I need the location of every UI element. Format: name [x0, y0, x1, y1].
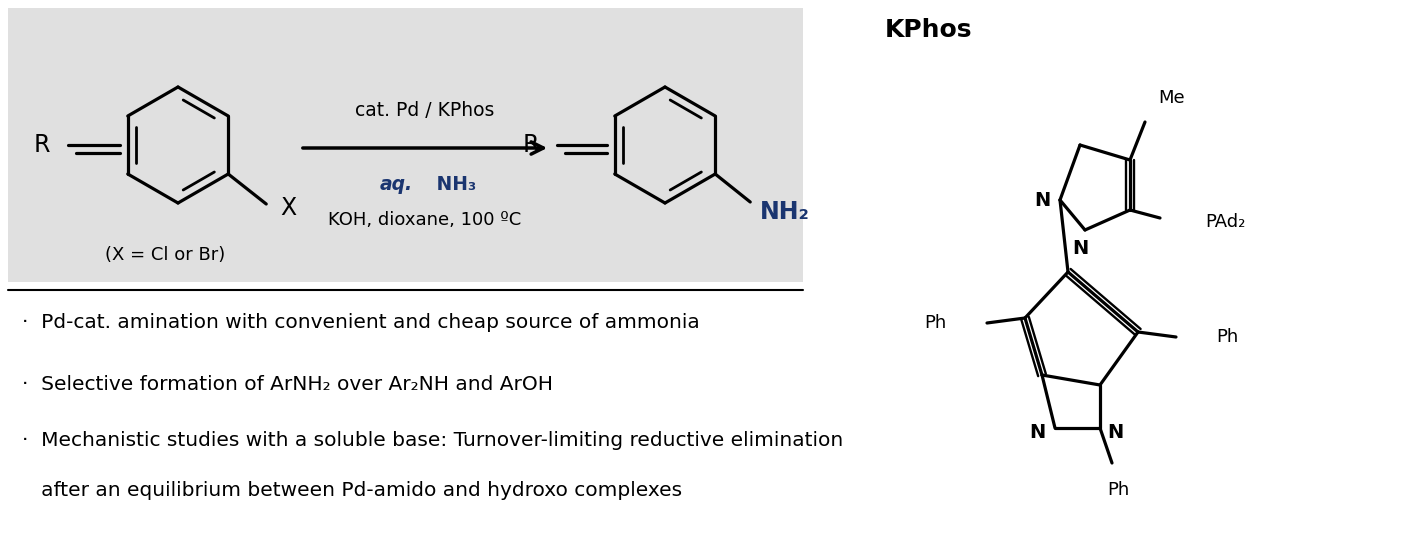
Text: (X = Cl or Br): (X = Cl or Br): [104, 246, 225, 264]
Text: aq.: aq.: [380, 176, 413, 194]
Text: NH₂: NH₂: [761, 200, 810, 224]
Text: ·  Mechanistic studies with a soluble base: Turnover-limiting reductive eliminat: · Mechanistic studies with a soluble bas…: [23, 431, 843, 449]
Text: after an equilibrium between Pd-amido and hydroxo complexes: after an equilibrium between Pd-amido an…: [23, 480, 682, 500]
Text: KPhos: KPhos: [885, 18, 972, 42]
Text: Me: Me: [1158, 89, 1185, 107]
Text: R: R: [523, 133, 540, 157]
Text: N: N: [1029, 423, 1045, 443]
Text: ·  Pd-cat. amination with convenient and cheap source of ammonia: · Pd-cat. amination with convenient and …: [23, 312, 700, 332]
Text: NH₃: NH₃: [430, 176, 476, 194]
Text: Ph: Ph: [1107, 481, 1129, 499]
Text: Ph: Ph: [924, 314, 947, 332]
Text: cat. Pd / KPhos: cat. Pd / KPhos: [355, 100, 495, 119]
Text: N: N: [1107, 423, 1123, 443]
Text: ·  Selective formation of ArNH₂ over Ar₂NH and ArOH: · Selective formation of ArNH₂ over Ar₂N…: [23, 375, 552, 395]
Text: KOH, dioxane, 100 ºC: KOH, dioxane, 100 ºC: [328, 211, 521, 229]
Text: X: X: [280, 196, 296, 220]
Text: N: N: [1072, 238, 1088, 257]
Text: R: R: [34, 133, 49, 157]
Text: N: N: [1034, 190, 1050, 210]
Text: Ph: Ph: [1216, 328, 1239, 346]
FancyBboxPatch shape: [8, 8, 803, 282]
Text: PAd₂: PAd₂: [1205, 213, 1246, 231]
